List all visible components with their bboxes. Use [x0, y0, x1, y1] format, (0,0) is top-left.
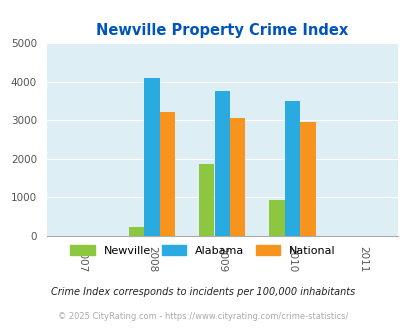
Bar	[199, 164, 214, 236]
Text: Crime Index corresponds to incidents per 100,000 inhabitants: Crime Index corresponds to incidents per…	[51, 287, 354, 297]
Bar	[144, 79, 159, 236]
Bar	[129, 227, 144, 236]
Bar	[230, 118, 245, 236]
Bar	[269, 200, 284, 236]
Title: Newville Property Crime Index: Newville Property Crime Index	[96, 22, 347, 38]
Bar	[300, 122, 315, 236]
Bar	[160, 113, 175, 236]
Bar	[214, 91, 229, 236]
Bar	[284, 101, 299, 236]
Legend: Newville, Alabama, National: Newville, Alabama, National	[66, 241, 339, 260]
Text: © 2025 CityRating.com - https://www.cityrating.com/crime-statistics/: © 2025 CityRating.com - https://www.city…	[58, 312, 347, 321]
